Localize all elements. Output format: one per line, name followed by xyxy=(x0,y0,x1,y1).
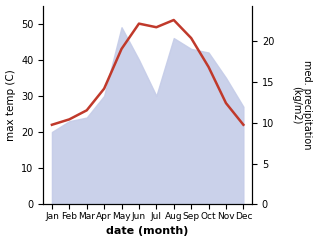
X-axis label: date (month): date (month) xyxy=(107,227,189,236)
Y-axis label: max temp (C): max temp (C) xyxy=(5,69,16,141)
Y-axis label: med. precipitation
(kg/m2): med. precipitation (kg/m2) xyxy=(291,60,313,150)
